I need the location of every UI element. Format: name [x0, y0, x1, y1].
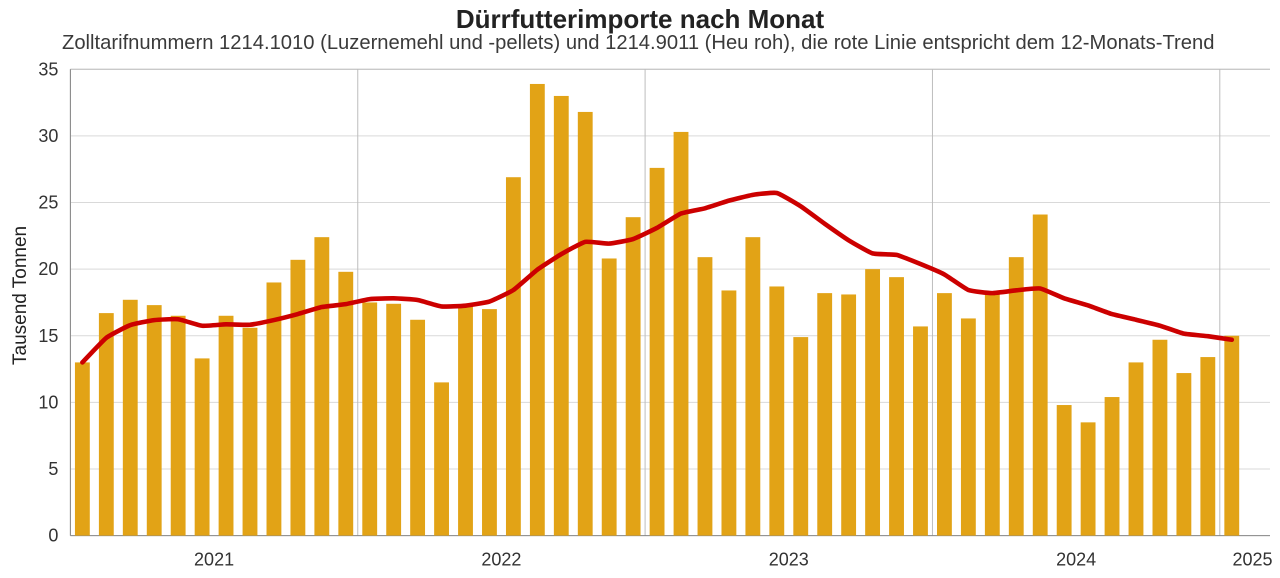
svg-text:5: 5 — [48, 459, 58, 479]
svg-text:2024: 2024 — [1056, 550, 1096, 570]
svg-text:10: 10 — [38, 392, 58, 412]
svg-text:0: 0 — [48, 526, 58, 546]
svg-text:25: 25 — [38, 193, 58, 213]
svg-text:15: 15 — [38, 326, 58, 346]
svg-text:35: 35 — [38, 59, 58, 79]
svg-text:2021: 2021 — [194, 550, 234, 570]
svg-text:2025: 2025 — [1232, 550, 1272, 570]
svg-text:2023: 2023 — [769, 550, 809, 570]
svg-text:2022: 2022 — [481, 550, 521, 570]
svg-text:30: 30 — [38, 126, 58, 146]
svg-text:20: 20 — [38, 259, 58, 279]
